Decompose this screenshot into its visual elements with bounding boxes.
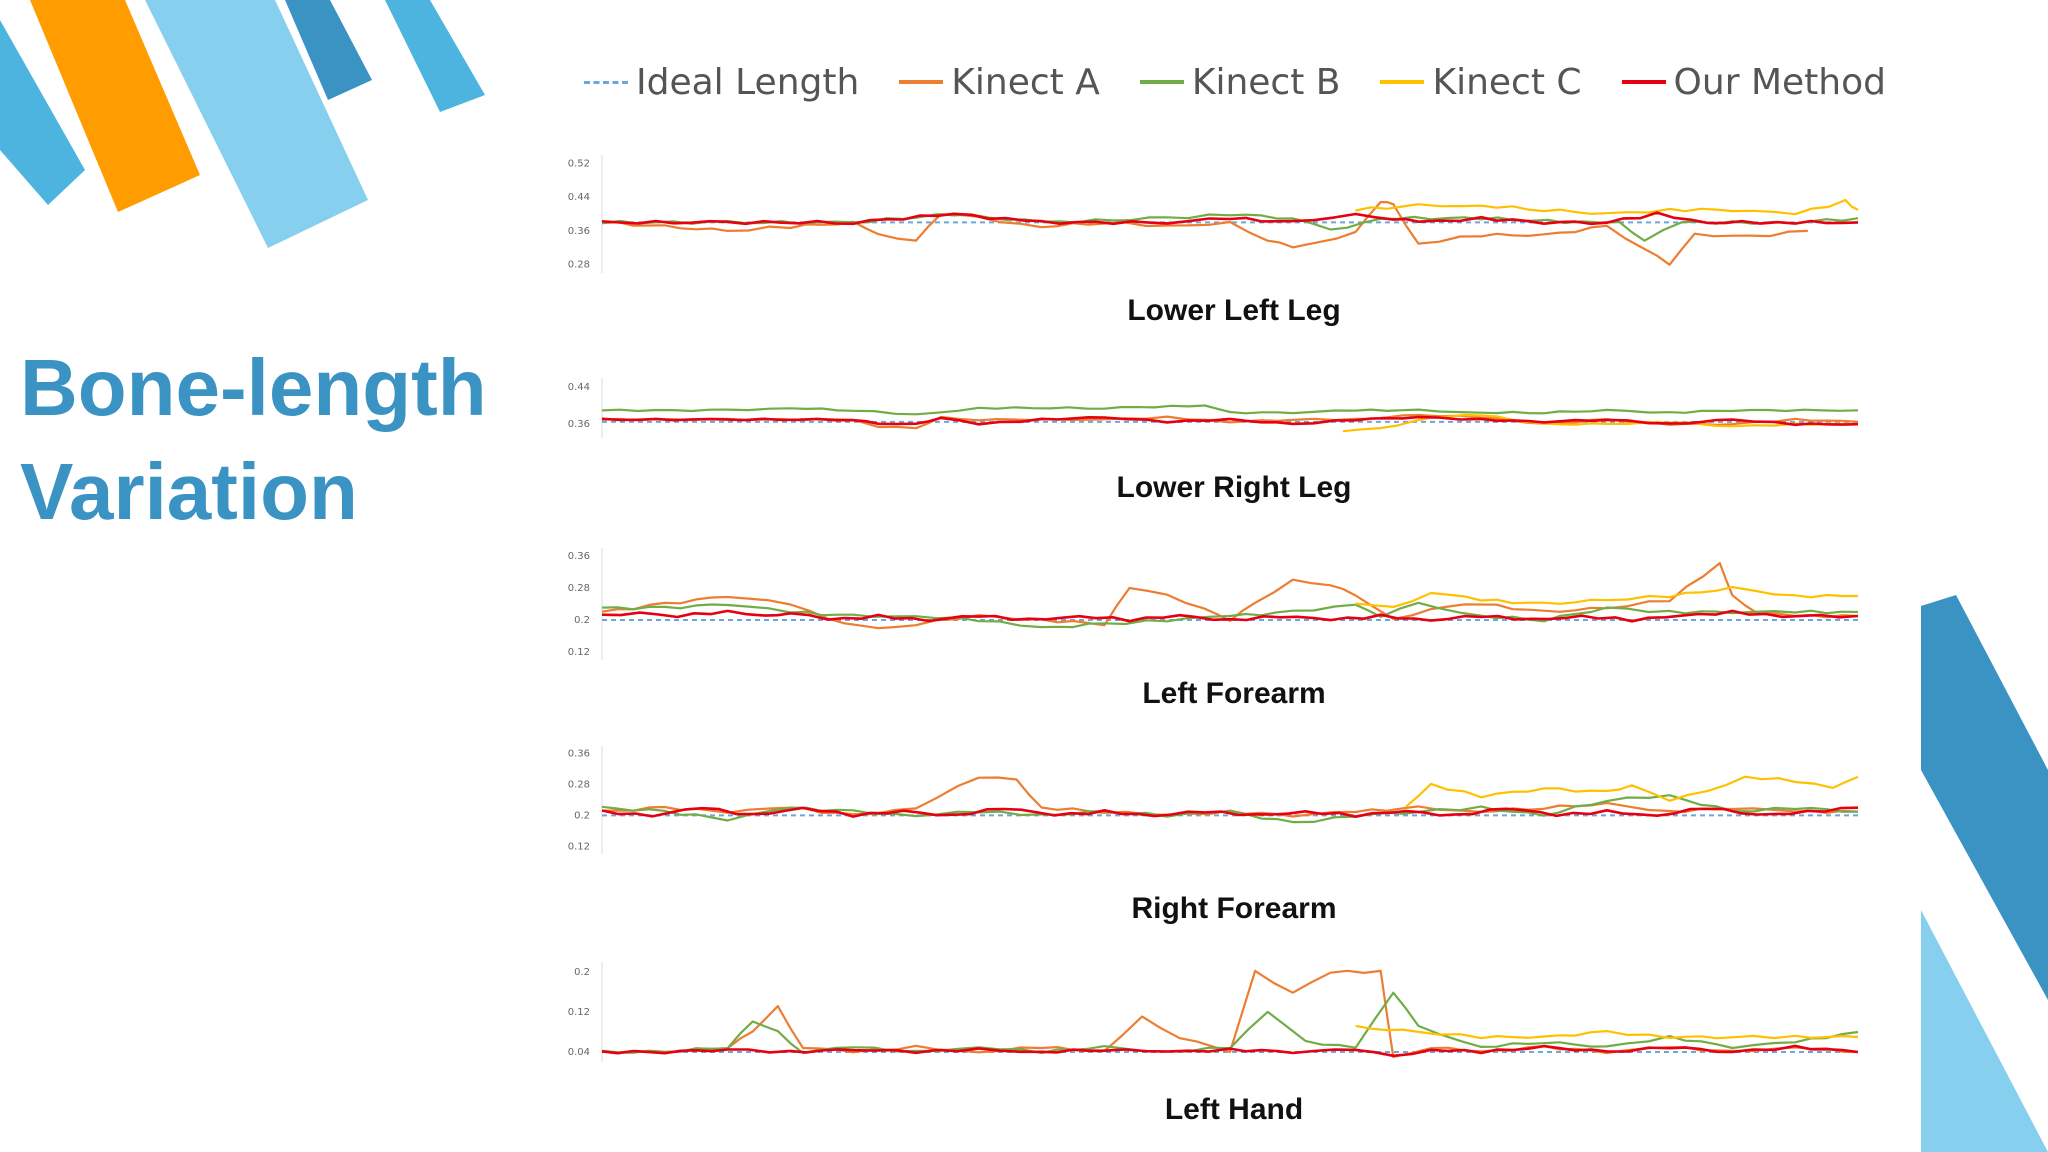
legend-item-our-method: Our Method <box>1621 61 1886 103</box>
chart-left-forearm: 0.36 0.28 0.2 0.12 Left Forearm <box>568 548 1859 710</box>
legend-item-kinect-a: Kinect A <box>899 62 1100 103</box>
y-tick-label: 0.36 <box>568 551 590 562</box>
deco-stripe-blue-left <box>0 20 85 205</box>
series-line-our-method <box>601 806 1859 818</box>
series-line-kinect-c <box>1355 198 1859 216</box>
deco-stripe-blue-top <box>385 0 485 112</box>
slide-title-line1: Bone-length <box>20 343 487 432</box>
y-tick-label: 0.36 <box>568 419 590 430</box>
legend-swatch-our-method <box>1621 80 1666 84</box>
series-line-kinect-b <box>601 991 1859 1055</box>
legend-item-kinect-c: Kinect C <box>1380 61 1582 103</box>
series-line-kinect-c <box>1405 775 1859 808</box>
series-line-kinect-b <box>601 601 1859 629</box>
panel-title-lower-left-leg: Lower Left Leg <box>1127 294 1340 327</box>
panel-title-left-forearm: Left Forearm <box>1142 677 1325 710</box>
series-line-kinect-c <box>1355 586 1858 608</box>
y-tick-label: 0.28 <box>568 583 590 594</box>
legend-label-kinect-b: Kinect B <box>1191 61 1341 103</box>
slide-title-line2: Variation <box>20 447 358 536</box>
series-line-kinect-a <box>601 200 1808 266</box>
y-tick-label: 0.28 <box>568 260 590 271</box>
y-tick-label: 0.04 <box>568 1047 590 1058</box>
y-tick-label: 0.12 <box>568 841 590 852</box>
deco-right-darkblue <box>1921 595 2048 1000</box>
legend-swatch-kinect-c <box>1380 80 1425 84</box>
y-tick-label: 0.12 <box>568 647 590 658</box>
series-line-kinect-b <box>601 404 1859 416</box>
deco-stripe-orange <box>30 0 200 212</box>
deco-stripe-lightblue <box>145 0 368 248</box>
y-tick-label: 0.36 <box>568 749 590 760</box>
legend-item-ideal-length: Ideal Length <box>584 62 859 103</box>
legend-item-kinect-b: Kinect B <box>1139 61 1341 103</box>
y-tick-label: 0.36 <box>568 226 590 237</box>
panel-title-left-hand: Left Hand <box>1165 1093 1303 1126</box>
series-line-our-method <box>601 415 1859 427</box>
deco-stripe-darkblue <box>285 0 372 100</box>
series-line-our-method <box>601 609 1859 623</box>
series-line-kinect-c <box>1355 1024 1859 1040</box>
legend-label-our-method: Our Method <box>1673 61 1886 103</box>
legend-swatch-kinect-b <box>1139 80 1184 84</box>
y-tick-label: 0.28 <box>568 780 590 791</box>
legend-label-kinect-c: Kinect C <box>1432 61 1582 103</box>
chart-lower-right-leg: 0.44 0.36 Lower Right Leg <box>568 378 1859 504</box>
chart-legend: Ideal Length Kinect A Kinect B Kinect C … <box>584 56 1886 108</box>
y-tick-label: 0.2 <box>574 615 590 626</box>
y-tick-label: 0.52 <box>568 158 590 169</box>
legend-label-ideal-length: Ideal Length <box>636 61 860 103</box>
chart-lower-left-leg: 0.52 0.44 0.36 0.28 Lower Left Leg <box>568 155 1859 327</box>
y-tick-label: 0.44 <box>568 382 590 393</box>
legend-swatch-ideal-length <box>584 80 628 84</box>
y-tick-label: 0.12 <box>568 1007 590 1018</box>
chart-left-hand: 0.2 0.12 0.04 Left Hand <box>568 962 1859 1126</box>
panel-title-lower-right-leg: Lower Right Leg <box>1117 471 1352 504</box>
slide-title: Bone-length Variation <box>20 336 487 544</box>
series-line-our-method <box>601 1044 1859 1058</box>
legend-label-kinect-a: Kinect A <box>951 61 1100 103</box>
legend-swatch-kinect-a <box>899 80 944 84</box>
y-tick-label: 0.2 <box>574 810 590 821</box>
series-line-our-method <box>601 211 1859 226</box>
chart-right-forearm: 0.36 0.28 0.2 0.12 Right Forearm <box>568 746 1859 925</box>
y-tick-label: 0.2 <box>574 967 590 978</box>
deco-right-lightblue <box>1921 910 2048 1152</box>
panel-title-right-forearm: Right Forearm <box>1131 892 1336 925</box>
y-tick-label: 0.44 <box>568 192 590 203</box>
